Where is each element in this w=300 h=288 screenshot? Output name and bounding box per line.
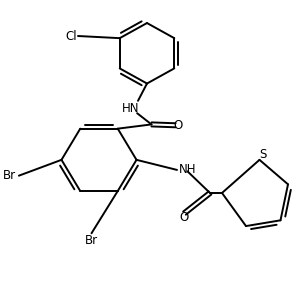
Text: Br: Br — [85, 234, 98, 247]
Text: S: S — [259, 147, 266, 161]
Text: NH: NH — [178, 163, 196, 177]
Text: HN: HN — [122, 101, 139, 115]
Text: Cl: Cl — [65, 29, 76, 43]
Text: O: O — [174, 119, 183, 132]
Text: Br: Br — [3, 169, 16, 182]
Text: O: O — [180, 211, 189, 224]
